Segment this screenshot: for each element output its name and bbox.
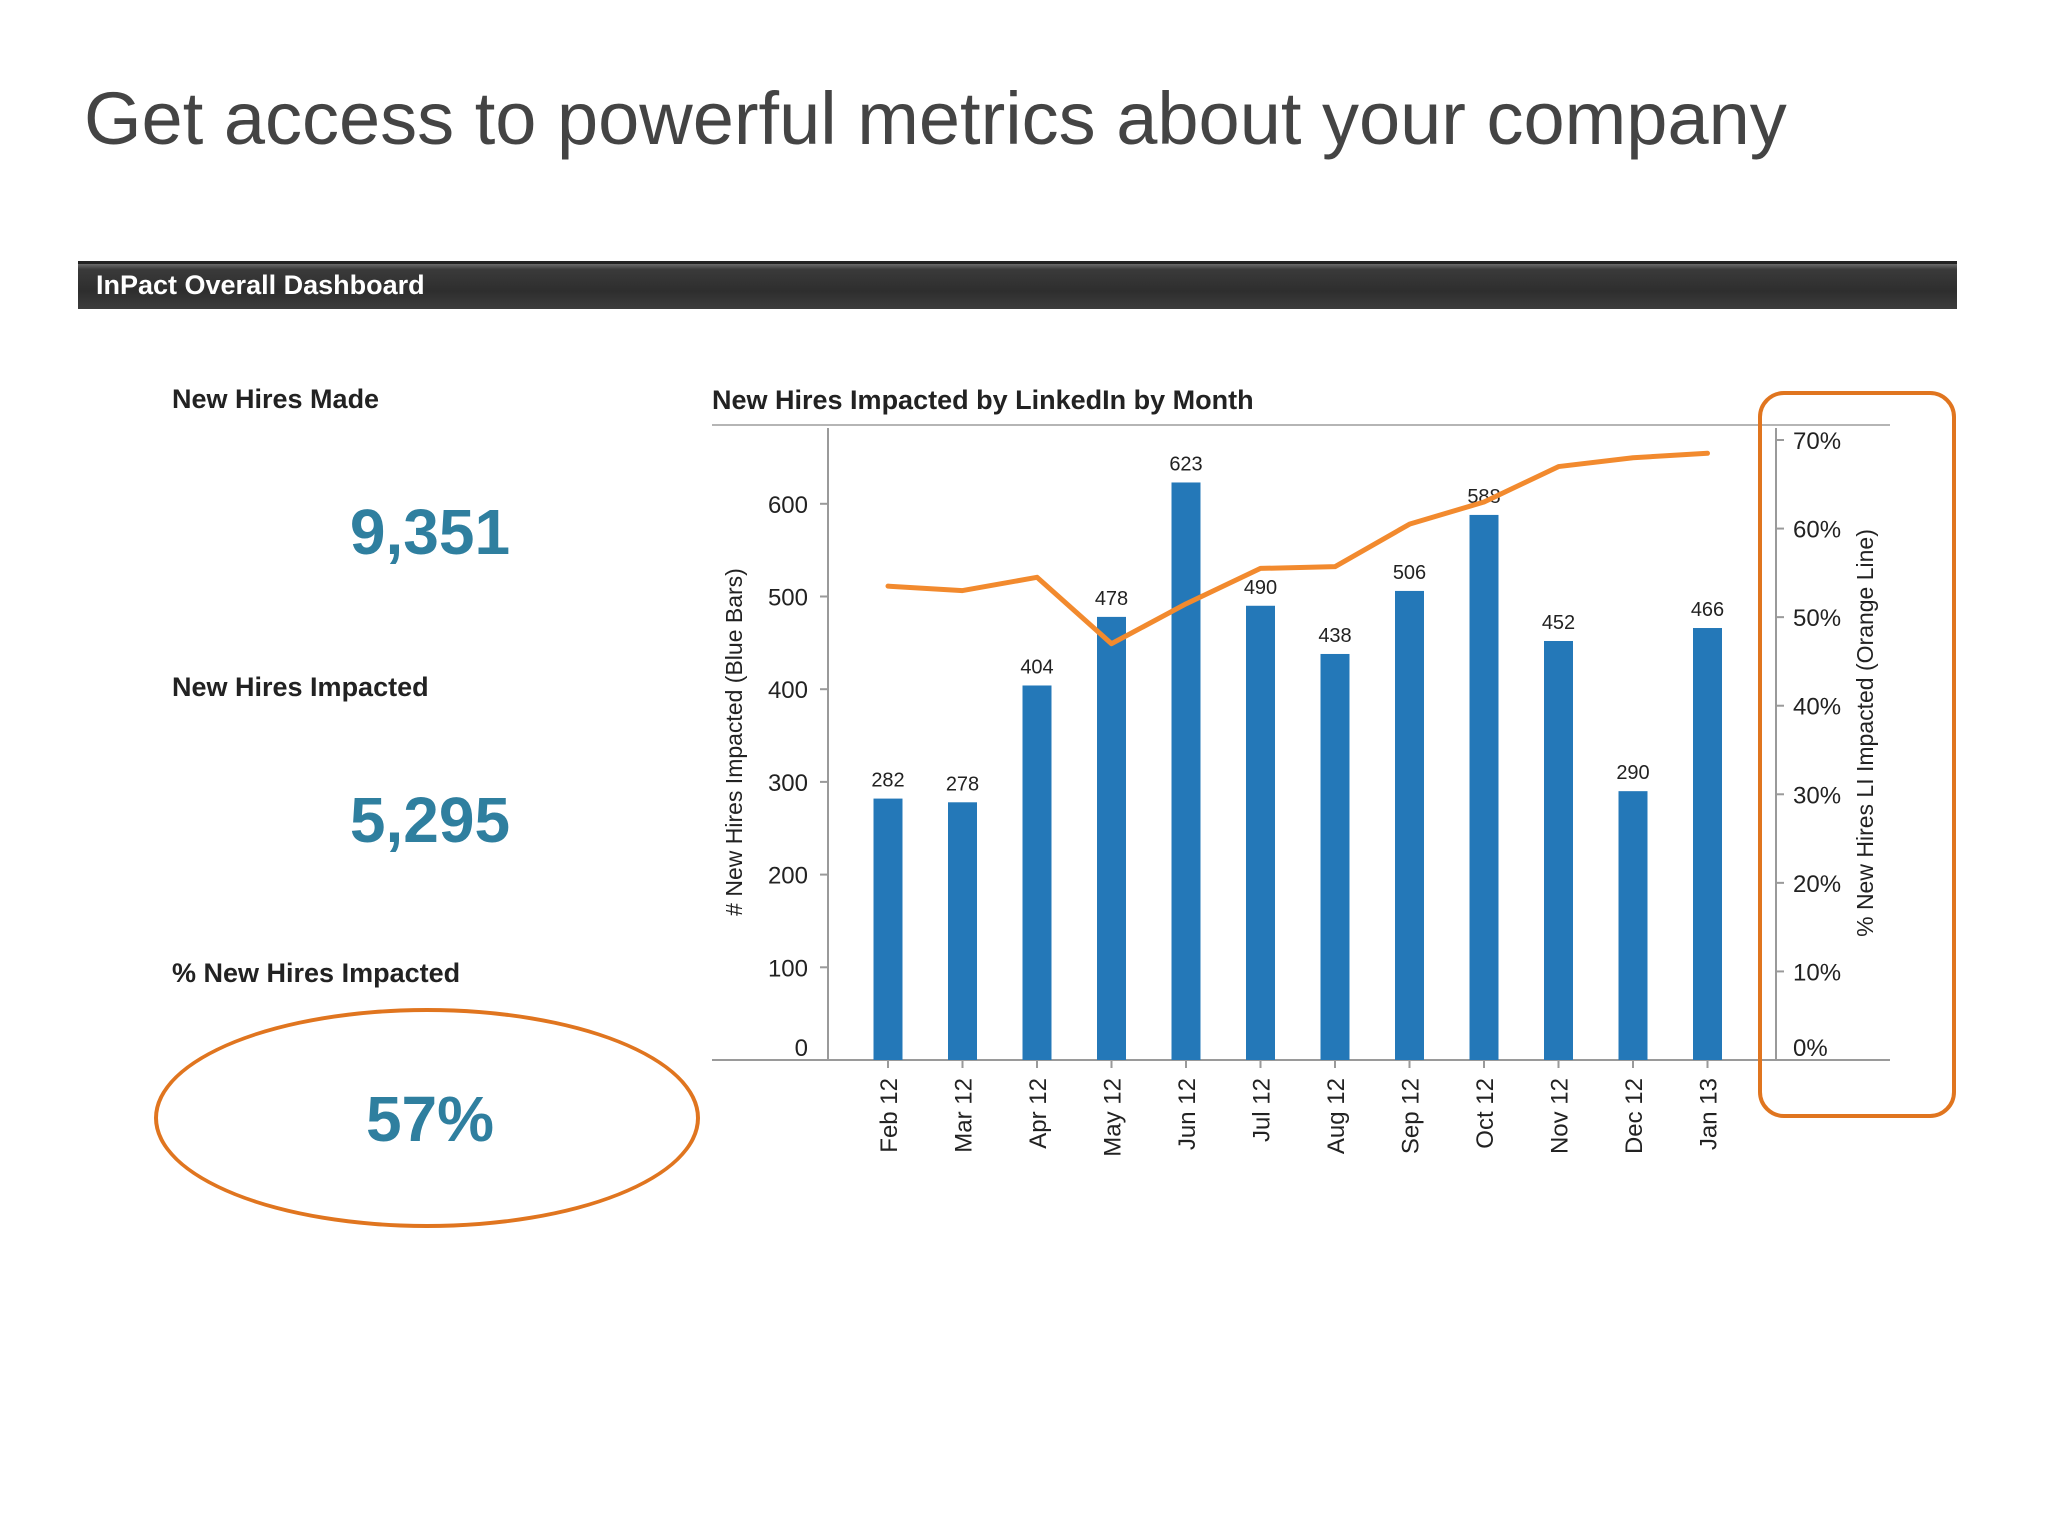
x-tick-label: Jul 12 xyxy=(1249,1078,1276,1142)
left-tick-label: 0 xyxy=(795,1035,808,1062)
kpi-value-new-hires-impacted: 5,295 xyxy=(349,784,511,856)
left-tick-label: 600 xyxy=(768,492,808,519)
bar-value-label: 623 xyxy=(1169,453,1202,475)
bar-value-label: 278 xyxy=(946,773,979,795)
bar-4 xyxy=(1171,482,1201,1060)
right-tick-label: 10% xyxy=(1793,959,1841,986)
x-tick-label: Aug 12 xyxy=(1323,1078,1350,1154)
bar-value-label: 290 xyxy=(1616,762,1649,784)
x-tick-label: Apr 12 xyxy=(1025,1078,1052,1149)
x-tick-label: Mar 12 xyxy=(951,1078,978,1153)
bar-0 xyxy=(873,798,903,1060)
x-tick-label: May 12 xyxy=(1100,1078,1127,1157)
pct-impacted-line xyxy=(885,450,1710,647)
bar-value-label: 452 xyxy=(1542,612,1575,634)
highlight-ellipse xyxy=(154,1008,700,1228)
bar-10 xyxy=(1618,791,1648,1060)
bar-8 xyxy=(1469,514,1499,1060)
x-tick-label: Dec 12 xyxy=(1621,1078,1648,1154)
right-tick-label: 60% xyxy=(1793,517,1841,544)
bar-11 xyxy=(1693,628,1722,1060)
dashboard-header: InPact Overall Dashboard xyxy=(78,261,1957,309)
right-tick-label: 70% xyxy=(1793,428,1841,455)
left-tick-label: 100 xyxy=(768,955,808,982)
bar-value-label: 490 xyxy=(1244,577,1277,599)
bar-5 xyxy=(1246,605,1275,1060)
highlight-rectangle xyxy=(1758,391,1956,1118)
kpi-label-pct-new-hires-impacted: % New Hires Impacted xyxy=(172,958,461,988)
x-tick-label: Sep 12 xyxy=(1398,1078,1425,1154)
right-tick-label: 50% xyxy=(1793,605,1841,632)
right-tick-label: 20% xyxy=(1793,871,1841,898)
left-tick-label: 500 xyxy=(768,584,808,611)
bar-value-label: 438 xyxy=(1318,625,1351,647)
x-tick-label: Feb 12 xyxy=(876,1078,903,1153)
bar-2 xyxy=(1022,685,1052,1060)
bar-9 xyxy=(1544,640,1573,1060)
bar-3 xyxy=(1097,616,1126,1060)
bar-value-label: 282 xyxy=(871,770,904,792)
bar-value-label: 404 xyxy=(1020,656,1053,678)
right-tick-label: 30% xyxy=(1793,782,1841,809)
right-axis-title: % New Hires LI Impacted (Orange Line) xyxy=(1852,529,1878,937)
bar-value-label: 478 xyxy=(1095,588,1128,610)
bar-1 xyxy=(948,802,977,1060)
bar-7 xyxy=(1395,590,1424,1060)
x-tick-label: Jan 13 xyxy=(1696,1078,1723,1150)
left-tick-label: 300 xyxy=(768,770,808,797)
x-tick-label: Jun 12 xyxy=(1174,1078,1201,1150)
right-tick-label: 40% xyxy=(1793,694,1841,721)
x-tick-label: Nov 12 xyxy=(1547,1078,1574,1154)
left-axis-title: # New Hires Impacted (Blue Bars) xyxy=(721,568,747,916)
left-tick-label: 200 xyxy=(768,863,808,890)
dashboard-title: InPact Overall Dashboard xyxy=(96,270,425,300)
kpi-value-new-hires-made: 9,351 xyxy=(349,496,511,568)
slide-title: Get access to powerful metrics about you… xyxy=(84,77,1787,160)
bar-value-label: 506 xyxy=(1393,562,1426,584)
bar-value-label: 466 xyxy=(1691,599,1724,621)
kpi-label-new-hires-made: New Hires Made xyxy=(172,384,380,414)
kpi-label-new-hires-impacted: New Hires Impacted xyxy=(172,672,429,702)
x-tick-label: Oct 12 xyxy=(1472,1078,1499,1149)
bar-6 xyxy=(1320,653,1350,1060)
right-tick-label: 0% xyxy=(1793,1035,1828,1062)
left-tick-label: 400 xyxy=(768,677,808,704)
chart-title: New Hires Impacted by LinkedIn by Month xyxy=(712,385,1254,415)
